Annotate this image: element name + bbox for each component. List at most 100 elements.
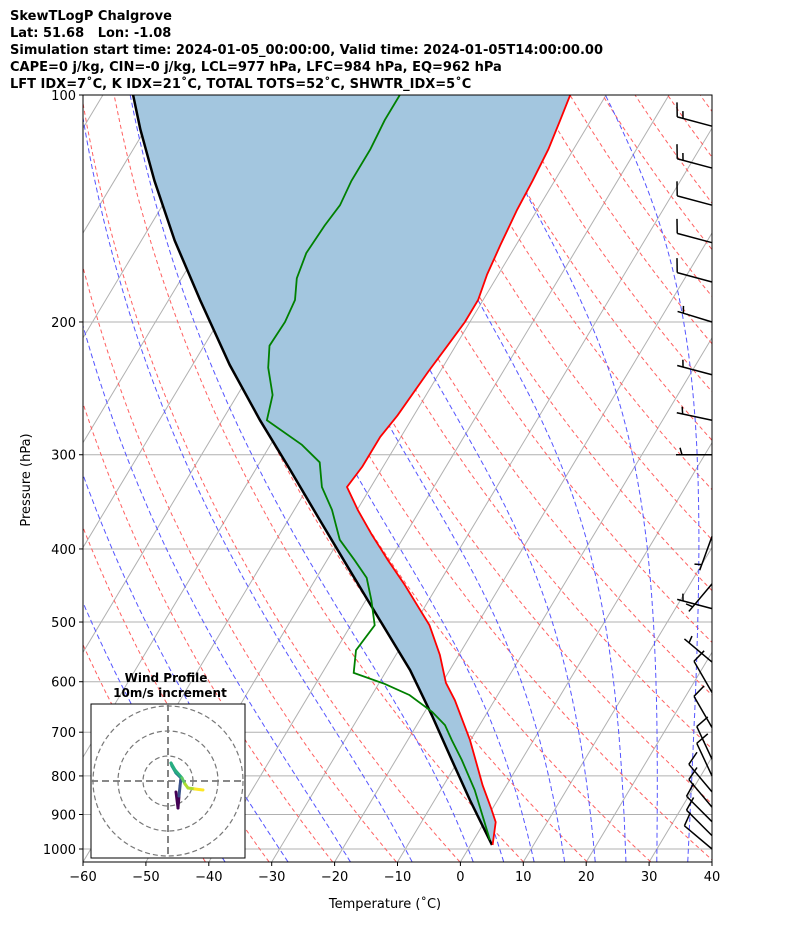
dry-adiabat-line (536, 95, 712, 345)
dry-adiabat-line (276, 95, 712, 750)
y-tick-label: 200 (51, 316, 76, 331)
isotherm-line (83, 95, 230, 339)
isotherm-line (83, 95, 167, 234)
dry-adiabat-line (733, 95, 794, 862)
wind-barb (685, 583, 713, 612)
wind-barb (683, 812, 713, 850)
indices-text-2: LFT IDX=7˚C, K IDX=21˚C, TOTAL TOTS=52˚C… (10, 77, 472, 92)
wind-barb-shaft (686, 809, 713, 837)
wind-barb-shaft (677, 271, 713, 283)
chart-title: SkewTLogP Chalgrove (10, 9, 172, 24)
wind-barb-half (694, 563, 702, 566)
wind-barb-full (685, 797, 695, 811)
dry-adiabat-line (374, 95, 712, 592)
indices-text-1: CAPE=0 j/kg, CIN=-0 j/kg, LCL=977 hPa, L… (10, 60, 502, 75)
isotherm-line (585, 651, 712, 862)
wind-barb (676, 218, 713, 244)
cape-cin-fill (133, 95, 571, 845)
y-tick-label: 600 (51, 676, 76, 691)
moist-adiabat-line (475, 95, 658, 862)
dry-adiabat-line (406, 95, 712, 541)
parcel-profile-line (131, 95, 494, 846)
dry-adiabat-line (341, 95, 712, 644)
wind-barb (676, 447, 712, 456)
y-tick-label: 800 (51, 770, 76, 785)
moist-adiabat-line (750, 95, 794, 862)
y-tick-label: 400 (51, 543, 76, 558)
wind-barb (693, 650, 713, 693)
y-tick-label: 100 (51, 89, 76, 104)
y-tick-label: 300 (51, 449, 76, 464)
location-text: Lat: 51.68 Lon: -1.08 (10, 26, 172, 41)
wind-barb (676, 258, 713, 283)
x-tick-label: −30 (258, 870, 285, 885)
temperature-line (345, 95, 572, 846)
dewpoint-line (265, 95, 491, 841)
moist-adiabat-line (83, 115, 413, 862)
isotherm-line (83, 95, 104, 130)
wind-barb (676, 406, 713, 421)
wind-barb-shaft (677, 158, 713, 169)
dry-adiabat-line (765, 95, 794, 862)
hodograph-segment (177, 784, 182, 798)
dry-adiabat-line (471, 95, 712, 442)
wind-barb (694, 536, 713, 571)
hodograph-segment (173, 768, 184, 780)
wind-barb (677, 593, 713, 610)
x-tick-label: 0 (456, 870, 464, 885)
wind-barb-shaft (688, 763, 713, 793)
wind-barb-full (683, 812, 692, 827)
hodograph-segment (176, 794, 181, 810)
x-tick-label: −40 (195, 870, 222, 885)
y-tick-label: 700 (51, 726, 76, 741)
x-tick-label: 40 (704, 870, 721, 885)
wind-barb-half (688, 635, 693, 644)
wind-barb (676, 144, 713, 169)
hodograph-subtitle: 10m/s increment (113, 686, 227, 700)
isotherm-line (271, 127, 712, 862)
isotherm-line (334, 232, 712, 862)
dry-adiabat-line (243, 95, 712, 805)
wind-barb (685, 797, 713, 837)
chart-header: SkewTLogP Chalgrove Lat: 51.68 Lon: -1.0… (10, 8, 603, 93)
dry-adiabat-line (634, 95, 712, 204)
dry-adiabat-line (83, 265, 397, 862)
x-tick-label: −60 (69, 870, 96, 885)
wind-barb (677, 305, 713, 323)
wind-barb-shaft (696, 726, 713, 760)
moist-adiabat-line (83, 324, 351, 862)
isotherm-line (648, 756, 712, 862)
x-axis-label: Temperature (˚C) (328, 896, 441, 912)
wind-barb-half (685, 603, 694, 608)
wind-barb-shaft (696, 742, 713, 777)
wind-barb (696, 733, 713, 777)
wind-barb (676, 102, 713, 127)
wind-barb-full (688, 767, 698, 780)
wind-barb (683, 635, 713, 663)
wind-barb-shaft (693, 660, 713, 693)
y-axis-label: Pressure (hPa) (19, 433, 34, 526)
wind-barb (685, 783, 713, 823)
moist-adiabat-line (83, 601, 226, 862)
wind-barb (676, 181, 713, 206)
wind-barb (693, 685, 713, 728)
y-tick-label: 500 (51, 616, 76, 631)
dry-adiabat-line (83, 100, 461, 862)
wind-barb-full (696, 716, 709, 728)
wind-barb-shaft (683, 825, 713, 850)
wind-barb-full (688, 751, 698, 765)
moist-adiabat-line (129, 95, 474, 862)
isotherm-line (711, 861, 712, 862)
wind-barb-shaft (677, 232, 713, 244)
x-tick-label: −10 (384, 870, 411, 885)
x-tick-label: −20 (321, 870, 348, 885)
isotherm-line (460, 441, 712, 862)
wind-barb-full (696, 733, 709, 744)
wind-barb-full (693, 685, 705, 697)
isotherm-line (208, 95, 670, 862)
wind-barb-full (693, 650, 705, 662)
x-tick-label: 30 (641, 870, 658, 885)
wind-barb (677, 359, 713, 376)
moist-adiabat-line (719, 95, 758, 862)
